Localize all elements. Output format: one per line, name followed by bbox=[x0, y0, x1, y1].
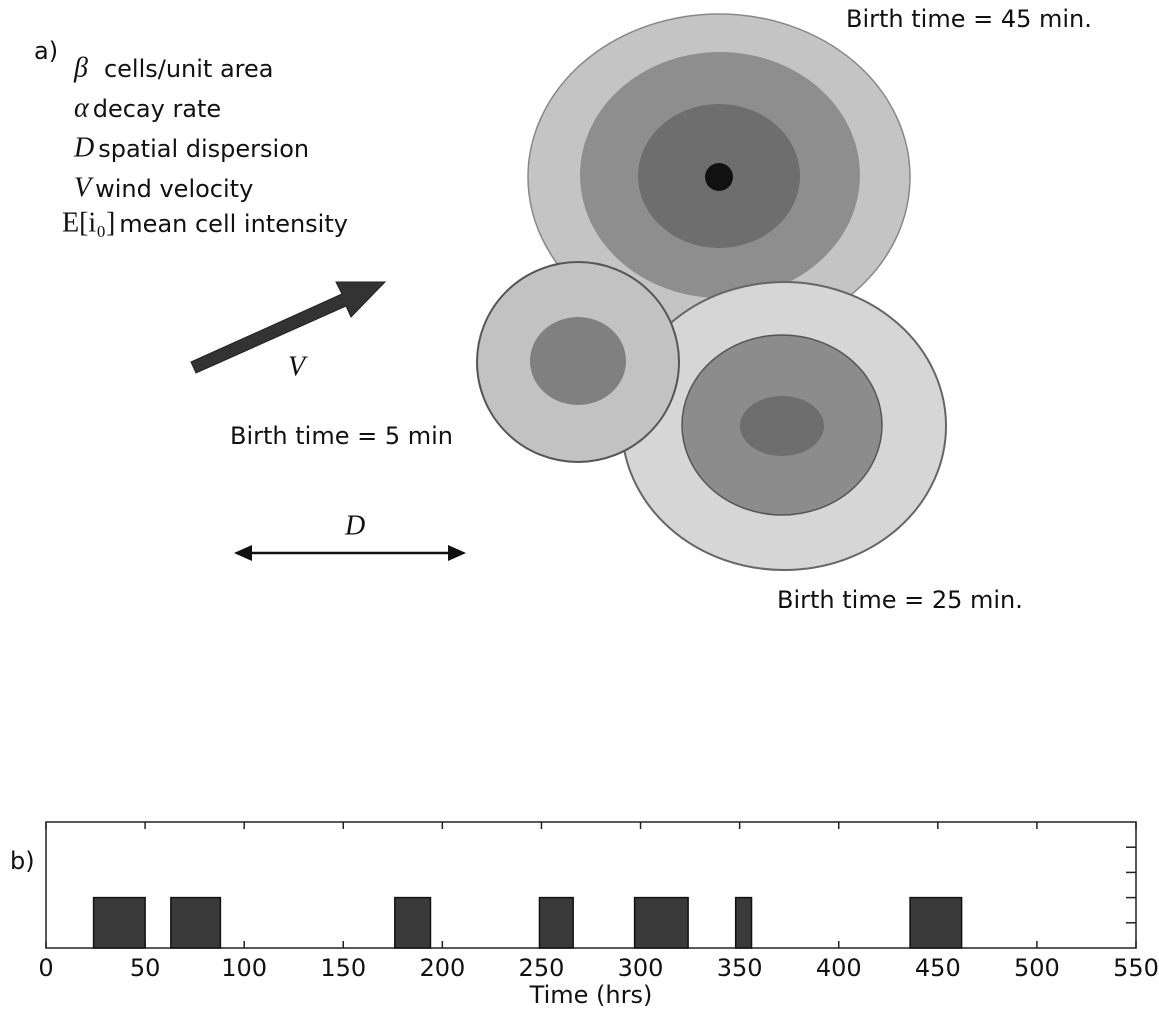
legend-symbol: V bbox=[74, 172, 94, 203]
dispersion-label: D bbox=[344, 510, 365, 541]
bar bbox=[170, 896, 222, 949]
bar bbox=[734, 896, 753, 949]
cell-5 bbox=[476, 261, 680, 463]
x-tick-label: 400 bbox=[816, 954, 862, 982]
arrow-head bbox=[234, 545, 252, 561]
legend-text: mean cell intensity bbox=[119, 210, 348, 238]
bar bbox=[633, 896, 689, 949]
legend-text: spatial dispersion bbox=[98, 135, 309, 163]
arrow-head bbox=[448, 545, 466, 561]
legend: β cells/unit area α decay rate D spatial disp… bbox=[62, 52, 348, 238]
x-tick-label: 350 bbox=[717, 954, 763, 982]
x-tick-label: 0 bbox=[38, 954, 53, 982]
x-tick-label: 250 bbox=[519, 954, 565, 982]
legend-symbol: β bbox=[73, 52, 88, 83]
arrow-label: V bbox=[288, 351, 308, 382]
legend-symbol: D bbox=[73, 132, 94, 163]
x-tick-label: 550 bbox=[1113, 954, 1159, 982]
x-tick-label: 200 bbox=[419, 954, 465, 982]
bar bbox=[92, 896, 146, 949]
legend-text: cells/unit area bbox=[104, 55, 274, 83]
cell-inner bbox=[740, 396, 824, 456]
panel-label: a) bbox=[34, 37, 58, 65]
cell-45 bbox=[527, 13, 911, 341]
legend-symbol: E[i₀] bbox=[62, 207, 115, 238]
plot-frame bbox=[45, 821, 1137, 949]
bar bbox=[909, 896, 963, 949]
cell-25 bbox=[621, 281, 947, 571]
cell-core bbox=[705, 163, 733, 191]
legend-text: wind velocity bbox=[95, 175, 253, 203]
cell-label: Birth time = 5 min bbox=[230, 422, 453, 450]
bar bbox=[394, 896, 432, 949]
x-tick-label: 50 bbox=[130, 954, 161, 982]
x-tick-label: 150 bbox=[320, 954, 366, 982]
panel-label: b) bbox=[10, 847, 35, 875]
cell-label: Birth time = 25 min. bbox=[777, 586, 1023, 614]
x-tick-label: 100 bbox=[221, 954, 267, 982]
legend-text: decay rate bbox=[93, 95, 221, 123]
x-tick-label: 300 bbox=[618, 954, 664, 982]
wind-arrow bbox=[190, 281, 387, 374]
cell-inner bbox=[530, 317, 626, 405]
cell-label: Birth time = 45 min. bbox=[846, 5, 1092, 33]
x-tick-label: 500 bbox=[1014, 954, 1060, 982]
x-axis-label: Time (hrs) bbox=[529, 981, 653, 1009]
legend-symbol: α bbox=[74, 92, 90, 123]
x-tick-label: 450 bbox=[915, 954, 961, 982]
bar bbox=[538, 896, 574, 949]
